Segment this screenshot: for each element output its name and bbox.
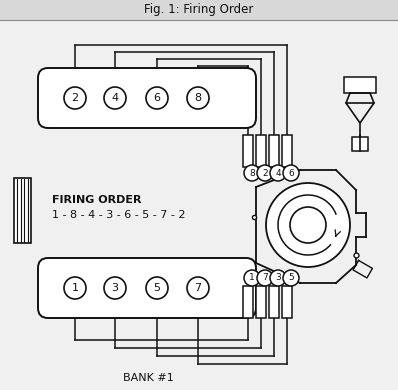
Circle shape xyxy=(290,207,326,243)
Bar xyxy=(269,286,279,318)
Text: 1: 1 xyxy=(249,273,255,282)
Text: 8: 8 xyxy=(249,168,255,177)
Text: 5: 5 xyxy=(154,283,160,293)
Circle shape xyxy=(257,270,273,286)
Bar xyxy=(269,135,279,167)
Circle shape xyxy=(266,183,350,267)
Text: 2: 2 xyxy=(262,168,268,177)
FancyBboxPatch shape xyxy=(38,68,256,128)
Circle shape xyxy=(257,165,273,181)
Circle shape xyxy=(64,87,86,109)
Text: 4: 4 xyxy=(275,168,281,177)
Text: 4: 4 xyxy=(111,93,119,103)
Text: 7: 7 xyxy=(195,283,201,293)
Text: 2: 2 xyxy=(71,93,78,103)
Text: 3: 3 xyxy=(111,283,119,293)
Bar xyxy=(282,286,292,318)
Circle shape xyxy=(283,165,299,181)
Text: 1 - 8 - 4 - 3 - 6 - 5 - 7 - 2: 1 - 8 - 4 - 3 - 6 - 5 - 7 - 2 xyxy=(52,210,185,220)
Text: 6: 6 xyxy=(154,93,160,103)
FancyBboxPatch shape xyxy=(38,258,256,318)
Circle shape xyxy=(244,165,260,181)
Text: 6: 6 xyxy=(288,168,294,177)
Circle shape xyxy=(146,87,168,109)
Text: 1: 1 xyxy=(72,283,78,293)
Bar xyxy=(256,286,266,318)
Circle shape xyxy=(270,165,286,181)
Bar xyxy=(256,135,266,167)
Text: 7: 7 xyxy=(262,273,268,282)
Circle shape xyxy=(64,277,86,299)
Circle shape xyxy=(104,87,126,109)
Bar xyxy=(0,0,398,20)
Circle shape xyxy=(270,270,286,286)
Bar xyxy=(14,178,31,243)
Text: FIRING ORDER: FIRING ORDER xyxy=(52,195,142,205)
Circle shape xyxy=(187,87,209,109)
Bar xyxy=(243,286,253,318)
Circle shape xyxy=(104,277,126,299)
Bar xyxy=(243,135,253,167)
Bar xyxy=(352,137,368,151)
Text: Fig. 1: Firing Order: Fig. 1: Firing Order xyxy=(144,4,254,16)
Circle shape xyxy=(146,277,168,299)
Text: 3: 3 xyxy=(275,273,281,282)
Text: 5: 5 xyxy=(288,273,294,282)
Circle shape xyxy=(283,270,299,286)
Bar xyxy=(344,77,376,93)
Circle shape xyxy=(244,270,260,286)
Bar xyxy=(282,135,292,167)
Circle shape xyxy=(187,277,209,299)
Text: 8: 8 xyxy=(195,93,201,103)
Text: BANK #1: BANK #1 xyxy=(123,373,174,383)
